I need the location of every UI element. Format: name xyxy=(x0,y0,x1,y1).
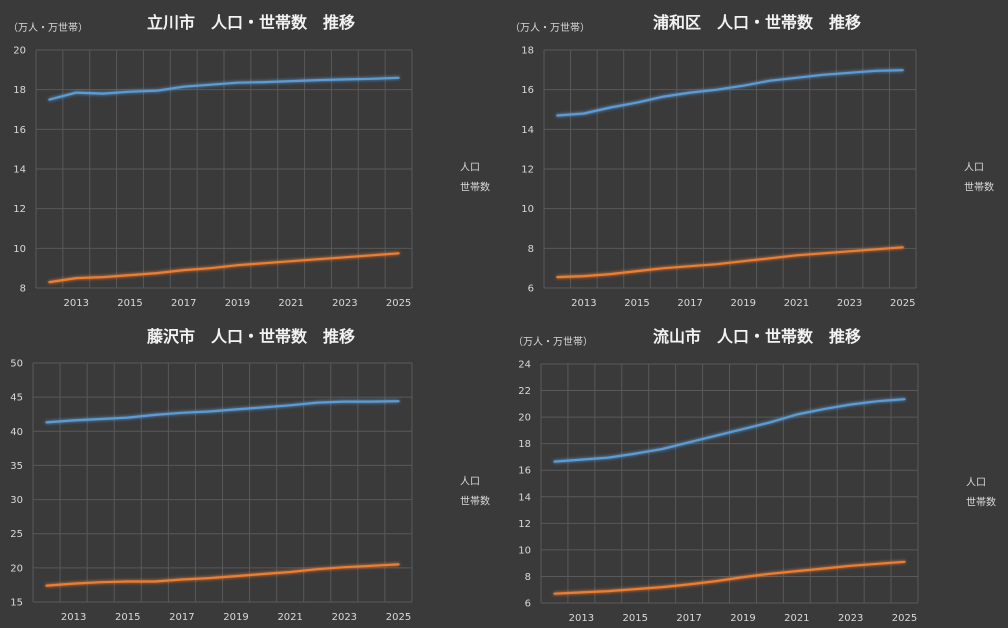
x-tick-label: 2019 xyxy=(731,298,756,309)
x-tick-label: 2021 xyxy=(784,613,809,624)
y-tick-label: 12 xyxy=(518,519,531,530)
y-tick-label: 6 xyxy=(528,284,534,295)
x-tick-label: 2019 xyxy=(730,613,755,624)
x-tick-label: 2021 xyxy=(278,298,303,309)
chart-urawa: 浦和区 人口・世帯数 推移 （万人・万世帯） 6 8 10 12 14 16 18 2013 201… xyxy=(504,0,1008,314)
x-tick-label: 2023 xyxy=(332,612,357,623)
y-unit-label: （万人・万世帯） xyxy=(513,335,593,348)
legend-label-population: 人口 xyxy=(460,476,480,488)
chart-title: 藤沢市 人口・世帯数 推移 xyxy=(147,327,355,346)
y-unit-label: （万人・万世帯） xyxy=(8,21,88,34)
y-tick-label: 30 xyxy=(10,495,23,506)
x-tick-label: 2015 xyxy=(624,298,649,309)
x-tick-label: 2013 xyxy=(64,298,89,309)
x-tick-label: 2013 xyxy=(569,613,594,624)
y-unit-label: （万人・万世帯） xyxy=(510,21,590,34)
y-tick-label: 8 xyxy=(528,244,534,255)
series-line-population xyxy=(556,69,904,117)
y-tick-label: 10 xyxy=(521,204,534,215)
y-tick-label: 10 xyxy=(518,545,531,556)
x-tick-label: 2025 xyxy=(890,298,915,309)
y-tick-label: 45 xyxy=(10,393,23,404)
y-tick-label: 14 xyxy=(518,492,531,503)
legend-label-population: 人口 xyxy=(964,162,984,174)
series-line-population xyxy=(45,400,400,424)
x-tick-label: 2017 xyxy=(677,298,702,309)
chart-svg: 流山市 人口・世帯数 推移 （万人・万世帯） 6 8 10 12 14 16 18 20 22 24 2… xyxy=(513,327,996,624)
y-tick-label: 20 xyxy=(518,413,531,424)
legend-label-households: 世帯数 xyxy=(460,495,490,508)
chart-tachikawa: 立川市 人口・世帯数 推移 （万人・万世帯） 8 10 12 14 16 18 20 2013 20… xyxy=(0,0,504,314)
series-line-population xyxy=(553,398,906,463)
y-tick-label: 40 xyxy=(10,427,23,438)
x-tick-label: 2023 xyxy=(838,613,863,624)
x-tick-label: 2017 xyxy=(676,613,701,624)
x-tick-label: 2025 xyxy=(386,298,411,309)
y-tick-label: 16 xyxy=(13,125,26,136)
x-tick-label: 2021 xyxy=(784,298,809,309)
chart-svg: 立川市 人口・世帯数 推移 （万人・万世帯） 8 10 12 14 16 18 20 2013 20… xyxy=(8,13,490,309)
x-tick-label: 2025 xyxy=(386,612,411,623)
y-tick-label: 12 xyxy=(13,204,26,215)
y-tick-label: 24 xyxy=(518,360,531,371)
y-tick-label: 8 xyxy=(525,572,531,583)
x-tick-label: 2013 xyxy=(61,612,86,623)
y-tick-label: 14 xyxy=(521,125,534,136)
x-tick-label: 2023 xyxy=(332,298,357,309)
y-tick-label: 18 xyxy=(13,85,26,96)
x-tick-label: 2025 xyxy=(892,613,917,624)
chart-title: 浦和区 人口・世帯数 推移 xyxy=(653,13,861,32)
series-line-households xyxy=(553,560,906,595)
y-tick-label: 10 xyxy=(13,244,26,255)
y-tick-label: 50 xyxy=(10,359,23,370)
chart-title: 立川市 人口・世帯数 推移 xyxy=(147,13,355,32)
x-tick-label: 2015 xyxy=(623,613,648,624)
chart-svg: 浦和区 人口・世帯数 推移 （万人・万世帯） 6 8 10 12 14 16 18 2013 201… xyxy=(510,13,994,309)
legend-label-population: 人口 xyxy=(460,162,480,174)
series-line-households xyxy=(48,252,400,284)
y-tick-label: 18 xyxy=(521,46,534,57)
x-tick-label: 2015 xyxy=(117,298,142,309)
legend-label-population: 人口 xyxy=(966,477,986,489)
y-tick-label: 16 xyxy=(518,466,531,477)
legend-label-households: 世帯数 xyxy=(460,181,490,194)
chart-nagareyama: 流山市 人口・世帯数 推移 （万人・万世帯） 6 8 10 12 14 16 18 20 22 24 2… xyxy=(504,314,1008,628)
legend-label-households: 世帯数 xyxy=(966,496,996,509)
legend-label-households: 世帯数 xyxy=(964,181,994,194)
x-tick-label: 2015 xyxy=(115,612,140,623)
y-tick-label: 22 xyxy=(518,386,531,397)
y-tick-label: 25 xyxy=(10,529,23,540)
chart-fujisawa: 藤沢市 人口・世帯数 推移 15 20 25 30 35 40 45 50 2013 2015 201… xyxy=(0,314,504,628)
x-tick-label: 2017 xyxy=(169,612,194,623)
y-tick-label: 20 xyxy=(13,46,26,57)
x-tick-label: 2021 xyxy=(277,612,302,623)
x-tick-label: 2013 xyxy=(571,298,596,309)
x-tick-label: 2017 xyxy=(171,298,196,309)
x-tick-label: 2019 xyxy=(225,298,250,309)
chart-title: 流山市 人口・世帯数 推移 xyxy=(653,327,861,346)
y-tick-label: 15 xyxy=(10,598,23,609)
y-tick-label: 18 xyxy=(518,439,531,450)
x-tick-label: 2019 xyxy=(223,612,248,623)
y-tick-label: 16 xyxy=(521,85,534,96)
y-tick-label: 6 xyxy=(525,599,531,610)
series-line-households xyxy=(45,563,400,587)
y-tick-label: 35 xyxy=(10,461,23,472)
series-line-households xyxy=(556,246,904,279)
y-tick-label: 14 xyxy=(13,165,26,176)
x-tick-label: 2023 xyxy=(837,298,862,309)
series-line-population xyxy=(48,76,400,101)
y-tick-label: 20 xyxy=(10,563,23,574)
y-tick-label: 8 xyxy=(20,284,26,295)
y-tick-label: 12 xyxy=(521,165,534,176)
